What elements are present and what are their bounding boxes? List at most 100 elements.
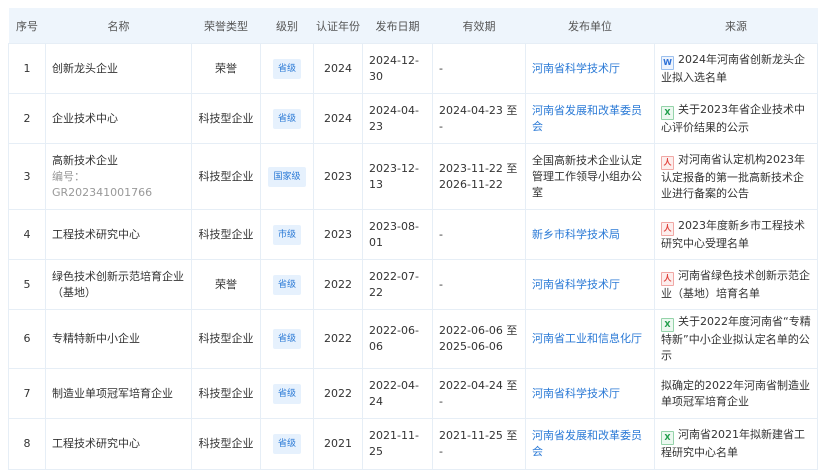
publisher-cell: 河南省发展和改革委员会 — [525, 418, 655, 470]
publisher-link[interactable]: 河南省工业和信息化厅 — [532, 332, 642, 345]
source-link[interactable]: 对河南省认定机构2023年认定报备的第一批高新技术企业进行备案的公告 — [661, 152, 805, 200]
table-row: 1 创新龙头企业 荣誉 省级 2024 2024-12-30- 河南省科学技术厅 W 2024年… — [8, 43, 818, 94]
header-year: 认证年份 — [313, 8, 363, 44]
source-cell[interactable]: 人河南省绿色技术创新示范企业（基地）培育名单 — [654, 259, 818, 310]
name-cell: 专精特新中小企业 — [45, 309, 192, 369]
name-cell: 工程技术研究中心 — [45, 209, 192, 260]
header-valid: 有效期 — [432, 8, 526, 44]
name-cell: 工程技术研究中心 — [45, 418, 192, 470]
honor-name[interactable]: 制造业单项冠军培育企业 — [52, 386, 173, 400]
level-cell: 省级 — [260, 309, 314, 369]
honor-name[interactable]: 绿色技术创新示范培育企业（基地） — [52, 269, 184, 299]
publisher-cell: 河南省科学技术厅 — [525, 368, 655, 419]
publish-date: 2022-07-22 — [362, 259, 433, 310]
source-link[interactable]: 关于2022年度河南省“专精特新”中小企业拟认定名单的公示 — [661, 315, 811, 362]
publisher-cell: 全国高新技术企业认定管理工作领导小组办公室 — [525, 143, 655, 210]
header-source: 来源 — [654, 8, 818, 44]
source-cell[interactable]: X 河南省2021年拟新建省工程研究中心名单 — [654, 418, 818, 470]
cert-year: 2023 — [313, 143, 363, 210]
cert-year: 2022 — [313, 309, 363, 369]
honor-type: 科技型企业 — [191, 93, 261, 144]
source-link[interactable]: 2024年河南省创新龙头企业拟入选名单 — [661, 52, 805, 84]
level-cell: 省级 — [260, 418, 314, 470]
publish-date: 2022-06-06 — [362, 309, 433, 369]
publisher-link[interactable]: 河南省发展和改革委员会 — [532, 429, 642, 458]
source-cell[interactable]: W 2024年河南省创新龙头企业拟入选名单 — [654, 43, 818, 94]
honor-type: 科技型企业 — [191, 368, 261, 419]
cert-year: 2024 — [313, 93, 363, 144]
row-number: 8 — [8, 418, 46, 470]
source-link[interactable]: 拟确定的2022年河南省制造业单项冠军培育企业 — [661, 378, 810, 408]
row-number: 6 — [8, 309, 46, 369]
publisher-cell: 河南省发展和改革委员会 — [525, 93, 655, 144]
header-publisher: 发布单位 — [525, 8, 655, 44]
level-badge: 省级 — [272, 108, 301, 129]
cert-year: 2022 — [313, 368, 363, 419]
level-cell: 省级 — [260, 43, 314, 94]
source-cell[interactable]: X 关于2023年省企业技术中心评价结果的公示 — [654, 93, 818, 144]
level-cell: 省级 — [260, 93, 314, 144]
certificate-number: 编号：GR202341001766 — [52, 169, 153, 199]
name-cell: 创新龙头企业 — [45, 43, 192, 94]
honor-name[interactable]: 工程技术研究中心 — [52, 227, 140, 241]
publisher-link[interactable]: 新乡市科学技术局 — [532, 227, 620, 241]
publish-date: 2021-11-25 — [362, 418, 433, 470]
row-number: 3 — [8, 143, 46, 210]
publisher-link[interactable]: 河南省发展和改革委员会 — [532, 103, 642, 133]
row-number: 2 — [8, 93, 46, 144]
source-cell[interactable]: 拟确定的2022年河南省制造业单项冠军培育企业 — [654, 368, 818, 419]
honor-type: 科技型企业 — [191, 143, 261, 210]
header-no: 序号 — [8, 8, 46, 44]
level-badge: 省级 — [272, 58, 301, 79]
excel-file-icon: X — [661, 431, 674, 445]
name-cell: 绿色技术创新示范培育企业（基地） — [45, 259, 192, 310]
source-link[interactable]: 2023年度新乡市工程技术研究中心受理名单 — [661, 218, 805, 250]
validity-period: 2022-06-06 至 2025-06-06 — [432, 309, 526, 369]
honor-type: 科技型企业 — [191, 418, 261, 470]
publisher-link[interactable]: 河南省科学技术厅 — [532, 61, 620, 75]
source-cell[interactable]: 人对河南省认定机构2023年认定报备的第一批高新技术企业进行备案的公告 — [654, 143, 818, 210]
publisher-link[interactable]: 河南省科学技术厅 — [532, 277, 620, 291]
table-row: 8 工程技术研究中心 科技型企业 省级 2021 2021-11-25 2021-11-25… — [8, 418, 818, 470]
level-cell: 省级 — [260, 368, 314, 419]
cert-year: 2021 — [313, 418, 363, 470]
honor-type: 荣誉 — [191, 43, 261, 94]
pdf-file-icon: 人 — [661, 221, 674, 236]
table-row: 2 企业技术中心 科技型企业 省级 2024 2024-04-23 2024-04-23 至… — [8, 93, 818, 144]
row-number: 5 — [8, 259, 46, 310]
header-type: 荣誉类型 — [191, 8, 261, 44]
header-level: 级别 — [260, 8, 314, 44]
publish-date: 2023-12-13 — [362, 143, 433, 210]
honor-name[interactable]: 专精特新中小企业 — [52, 332, 140, 345]
table-header: 序号 名称 荣誉类型 级别 认证年份 发布日期 有效期 发布单位 来源 — [8, 8, 818, 44]
honor-name[interactable]: 创新龙头企业 — [52, 61, 118, 75]
validity-period: 2022-04-24 至 - — [432, 368, 526, 419]
honor-name[interactable]: 高新技术企业 — [52, 153, 118, 167]
source-cell[interactable]: 人 2023年度新乡市工程技术研究中心受理名单 — [654, 209, 818, 260]
word-file-icon: W — [661, 55, 674, 70]
honors-table-container: 序号 名称 荣誉类型 级别 认证年份 发布日期 有效期 发布单位 来源 1 创新龙头企业 荣誉 省级 2… — [8, 8, 818, 470]
cert-year: 2023 — [313, 209, 363, 260]
validity-period: - — [432, 209, 526, 260]
level-cell: 省级 — [260, 259, 314, 310]
table-row: 6 专精特新中小企业 科技型企业 省级 2022 2022-06-06 2022-06-06… — [8, 309, 818, 369]
cert-year: 2024 — [313, 43, 363, 94]
name-cell: 制造业单项冠军培育企业 — [45, 368, 192, 419]
publisher-link[interactable]: 河南省科学技术厅 — [532, 386, 620, 400]
level-badge: 国家级 — [268, 166, 306, 187]
source-link[interactable]: 河南省2021年拟新建省工程研究中心名单 — [661, 428, 805, 459]
publish-date: 2024-04-23 — [362, 93, 433, 144]
publisher-cell: 河南省科学技术厅 — [525, 259, 655, 310]
source-link[interactable]: 关于2023年省企业技术中心评价结果的公示 — [661, 102, 805, 134]
row-number: 4 — [8, 209, 46, 260]
honor-type: 科技型企业 — [191, 209, 261, 260]
header-name: 名称 — [45, 8, 192, 44]
publish-date: 2024-12-30 — [362, 43, 433, 94]
source-link[interactable]: 河南省绿色技术创新示范企业（基地）培育名单 — [661, 268, 810, 300]
honor-name[interactable]: 工程技术研究中心 — [52, 437, 140, 450]
excel-file-icon: X — [661, 318, 674, 332]
honor-name[interactable]: 企业技术中心 — [52, 111, 118, 125]
table-row: 3 高新技术企业编号：GR202341001766 科技型企业 国家级 2023 2023… — [8, 143, 818, 210]
pdf-file-icon: 人 — [661, 155, 674, 170]
source-cell[interactable]: X 关于2022年度河南省“专精特新”中小企业拟认定名单的公示 — [654, 309, 818, 369]
